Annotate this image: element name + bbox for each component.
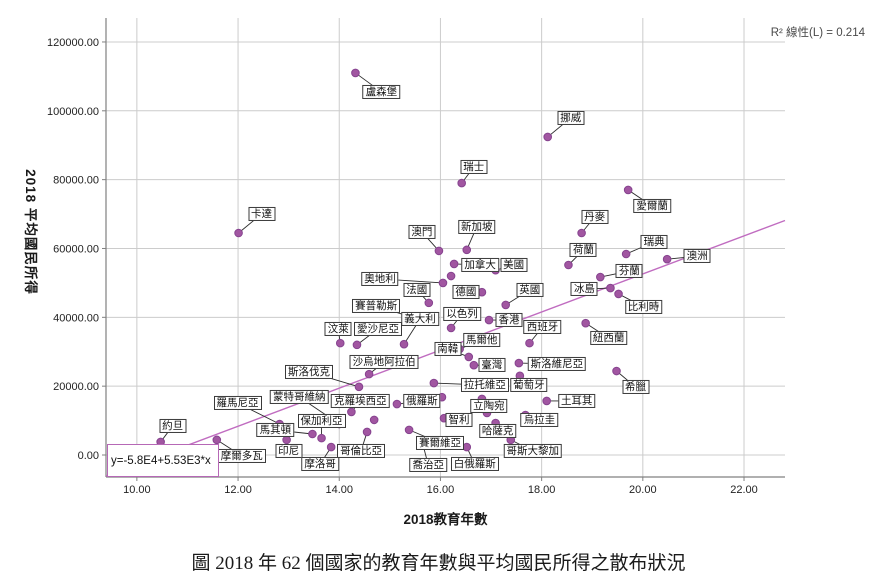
scatter-point (334, 419, 344, 429)
scatter-point (612, 366, 621, 376)
scatter-point (446, 323, 456, 333)
scatter-point (662, 254, 672, 264)
scatter-point (457, 178, 466, 188)
scatter-point (434, 246, 444, 256)
scatter-point (308, 429, 317, 439)
y-tick-label: 60000.00 (53, 243, 99, 255)
scatter-point (455, 344, 464, 354)
scatter-point (234, 228, 243, 238)
scatter-point (484, 315, 494, 325)
scatter-point (406, 312, 416, 322)
scatter-point (424, 298, 434, 308)
r-squared-label: R² 線性(L) = 0.214 (770, 27, 865, 39)
scatter-point (462, 245, 472, 255)
scatter-point (437, 392, 447, 402)
scatter-point (501, 300, 511, 310)
scatter-point (614, 289, 623, 299)
x-tick-label: 16.00 (427, 484, 455, 496)
scatter-point (521, 410, 530, 420)
scatter-point (596, 272, 605, 282)
scatter-point (464, 352, 474, 362)
scatter-point (482, 408, 492, 418)
label-leader-line (275, 429, 313, 435)
scatter-point (326, 442, 336, 452)
scatter-point (491, 265, 500, 275)
x-tick-label: 20.00 (629, 484, 657, 496)
x-tick-label: 18.00 (528, 484, 556, 496)
label-leader-line (308, 371, 360, 388)
label-leader-line (600, 270, 630, 278)
scatter-point (369, 415, 379, 425)
scatter-point (417, 437, 427, 447)
label-leader-line (403, 318, 421, 345)
label-leader-line (298, 396, 340, 425)
scatter-point (275, 419, 284, 429)
scatter-point (404, 425, 414, 435)
scatter-point (477, 287, 487, 297)
scatter-point (362, 427, 372, 437)
scatter-point (542, 396, 551, 406)
label-leader-line (433, 382, 485, 386)
scatter-point (335, 338, 345, 348)
y-axis-title: 2018 平均國民所得 (23, 169, 38, 295)
scatter-point (347, 407, 356, 417)
y-tick-label: 100000.00 (47, 106, 99, 118)
scatter-point (317, 433, 326, 443)
regression-line (105, 219, 786, 477)
scatter-point (446, 271, 456, 281)
y-tick-label: 120000.00 (47, 37, 99, 49)
scatter-point (364, 369, 374, 379)
scatter-point (399, 339, 409, 349)
label-leader-line (547, 117, 571, 138)
label-leader-line (375, 305, 412, 318)
scatter-point (439, 413, 449, 423)
scatter-point (429, 378, 439, 388)
label-leader-line (238, 213, 262, 234)
scatter-point (491, 418, 500, 428)
label-leader-line (518, 362, 557, 365)
label-leader-line (355, 72, 382, 93)
scatter-point (564, 260, 573, 270)
label-leader-line (627, 189, 653, 207)
scatter-point (340, 397, 349, 407)
scatter-point (212, 435, 222, 445)
scatter-point (606, 283, 615, 293)
scatter-point (477, 394, 487, 404)
figure-caption: 圖 2018 年 62 個國家的教育年數與平均國民所得之散布狀況 (191, 553, 686, 574)
scatter-point (449, 259, 459, 269)
scatter-point (438, 278, 448, 288)
y-tick-label: 0.00 (78, 450, 99, 462)
scatter-point (621, 249, 631, 259)
scatter-point (515, 371, 525, 381)
x-tick-label: 10.00 (123, 484, 151, 496)
scatter-point (514, 358, 524, 368)
scatter-point (354, 382, 364, 392)
scatter-point (543, 132, 553, 142)
regression-equation-box: y=-5.8E4+5.53E3*x (107, 444, 219, 477)
scatter-point (392, 399, 402, 409)
y-tick-label: 40000.00 (53, 312, 99, 324)
scatter-point (469, 360, 479, 370)
scatter-point (351, 68, 360, 78)
scatter-point (581, 318, 590, 328)
scatter-point (577, 228, 586, 238)
label-leader-line (379, 278, 443, 284)
scatter-point (525, 338, 534, 348)
scatter-point (282, 435, 291, 445)
y-tick-label: 80000.00 (53, 175, 99, 187)
x-tick-label: 14.00 (325, 484, 353, 496)
scatter-point (623, 185, 633, 195)
scatter-point (462, 442, 472, 452)
x-tick-label: 22.00 (730, 484, 758, 496)
scatter-point (352, 340, 362, 350)
y-tick-label: 20000.00 (53, 381, 99, 393)
x-tick-label: 12.00 (224, 484, 252, 496)
scatter-point (506, 435, 516, 445)
x-axis-title: 2018教育年數 (403, 512, 488, 527)
